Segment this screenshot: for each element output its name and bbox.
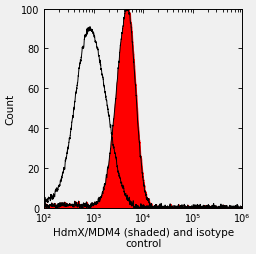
X-axis label: HdmX/MDM4 (shaded) and isotype
control: HdmX/MDM4 (shaded) and isotype control [53,227,234,248]
Y-axis label: Count: Count [6,93,16,124]
